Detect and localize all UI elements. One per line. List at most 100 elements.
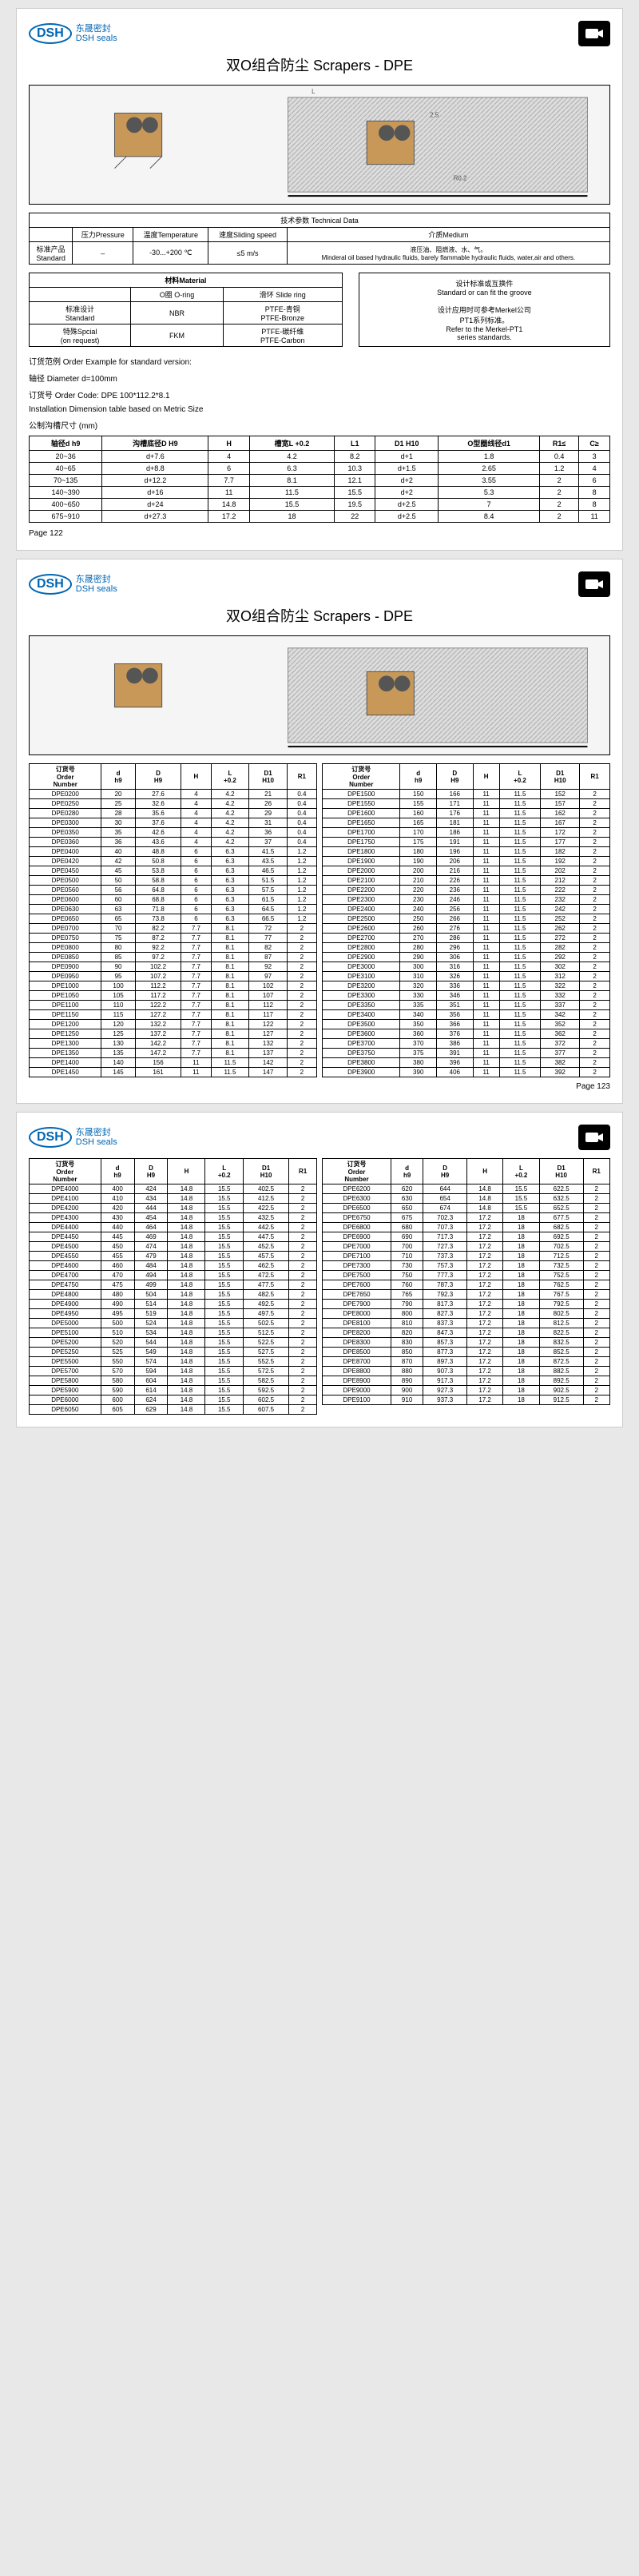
column-header: d h9 — [391, 1159, 423, 1184]
table-row: DPE580058060414.815.5582.52 — [30, 1376, 317, 1386]
table-row: DPE1000100112.27.78.11022 — [30, 981, 317, 991]
material-table: 材料Material O圈 O-ring 滑环 Slide ring 标准设计 … — [29, 273, 343, 347]
table-row: DPE23002302461111.52322 — [323, 895, 610, 905]
column-header: H — [208, 436, 249, 451]
table-row: DPE35003503661111.53522 — [323, 1020, 610, 1029]
table-row: DPE450045047414.815.5452.52 — [30, 1242, 317, 1252]
table-row: DPE08008092.27.78.1822 — [30, 943, 317, 953]
table-row: DPE8700870897.317.218872.52 — [323, 1357, 610, 1367]
logo: DSH 东晟密封 DSH seals — [29, 574, 117, 595]
table-row: DPE08508597.27.78.1872 — [30, 953, 317, 962]
table-row: DPE460046048414.815.5462.52 — [30, 1261, 317, 1271]
table-row: DPE30003003161111.53022 — [323, 962, 610, 972]
column-header: O型圈线径d1 — [439, 436, 540, 451]
material-row: 材料Material O圈 O-ring 滑环 Slide ring 标准设计 … — [29, 273, 610, 347]
table-row: DPE7300730757.317.218732.52 — [323, 1261, 610, 1271]
table-row: DPE475047549914.815.5477.52 — [30, 1280, 317, 1290]
table-row: DPE570057059414.815.5572.52 — [30, 1367, 317, 1376]
column-header: D H9 — [135, 764, 181, 790]
table-row: DPE495049551914.815.5497.52 — [30, 1309, 317, 1319]
logo-mark: DSH — [29, 23, 72, 44]
table-row: DPE650065067414.815.5652.52 — [323, 1204, 610, 1213]
order-line-3: 订货号 Order Code: DPE 100*112.2*8.1 — [29, 388, 610, 400]
column-header: R1 — [580, 764, 610, 790]
table-row: DPE05605664.866.357.51.2 — [30, 886, 317, 895]
table-row: DPE7650765792.317.218767.52 — [323, 1290, 610, 1300]
order-line-1: 订货范例 Order Example for standard version: — [29, 355, 610, 367]
camera-icon[interactable] — [578, 571, 610, 597]
page-3: DSH 东晟密封 DSH seals 订货号 Order Numberd h9D… — [16, 1112, 623, 1427]
table-row: DPE16001601761111.51622 — [323, 809, 610, 818]
page-number: Page 122 — [29, 529, 610, 538]
table-row: DPE19001902061111.51922 — [323, 857, 610, 866]
table-row: DPE620062064414.815.5622.52 — [323, 1184, 610, 1194]
column-header: d h9 — [101, 764, 135, 790]
table-row: DPE8100810837.317.218812.52 — [323, 1319, 610, 1328]
technical-data-table: 技术参数 Technical Data 压力Pressure 温度Tempera… — [29, 213, 610, 265]
column-header: L +0.2 — [205, 1159, 244, 1184]
table-row: DPE7900790817.317.218792.52 — [323, 1300, 610, 1309]
table-row: 675~910d+27.317.21822d+2.58.4211 — [30, 511, 610, 523]
table-row: DPE7000700727.317.218702.52 — [323, 1242, 610, 1252]
logo: DSH 东晟密封 DSH seals — [29, 1127, 117, 1148]
column-header: D1 H10 — [243, 1159, 288, 1184]
page-header: DSH 东晟密封 DSH seals — [29, 1125, 610, 1150]
page-2: DSH 东晟密封 DSH seals 双O组合防尘 Scrapers - DPE — [16, 559, 623, 1104]
column-header: D1 H10 — [249, 764, 287, 790]
column-header: 订货号 Order Number — [30, 1159, 101, 1184]
table-row: DPE27002702861111.52722 — [323, 934, 610, 943]
table-row: DPE525052554914.815.5527.52 — [30, 1348, 317, 1357]
table-row: DPE500050052414.815.5502.52 — [30, 1319, 317, 1328]
table-row: DPE32003203361111.53222 — [323, 981, 610, 991]
column-header: 槽宽L +0.2 — [249, 436, 334, 451]
table-row: DPE1100110122.27.78.11122 — [30, 1001, 317, 1010]
table-row: DPE02502532.644.2260.4 — [30, 799, 317, 809]
table-row: DPE03603643.644.2370.4 — [30, 838, 317, 847]
order-line-2: 轴径 Diameter d=100mm — [29, 372, 610, 384]
table-row: DPE8300830857.317.218832.52 — [323, 1338, 610, 1348]
table-row: DPE38003803961111.53822 — [323, 1058, 610, 1068]
table-row: DPE22002202361111.52222 — [323, 886, 610, 895]
table-row: 40~65d+8.866.310.3d+1.52.651.24 — [30, 463, 610, 475]
table-row: 20~36d+7.644.28.2d+11.80.43 — [30, 451, 610, 463]
table-row: DPE17501751911111.51772 — [323, 838, 610, 847]
camera-icon[interactable] — [578, 1125, 610, 1150]
camera-icon[interactable] — [578, 21, 610, 46]
column-header: H — [473, 764, 499, 790]
column-header: R1 — [289, 1159, 317, 1184]
table-row: DPE7600760787.317.218762.52 — [323, 1280, 610, 1290]
logo: DSH 东晟密封 DSH seals — [29, 23, 117, 44]
column-header: L1 — [335, 436, 375, 451]
column-header: D1 H10 — [539, 1159, 583, 1184]
table-row: DPE21002102261111.52122 — [323, 876, 610, 886]
column-header: H — [467, 1159, 503, 1184]
table-row: DPE1050105117.27.78.11072 — [30, 991, 317, 1001]
parts-table-2-left: 订货号 Order Numberd h9D H9HL +0.2D1 H10R1D… — [29, 1158, 317, 1415]
table-row: DPE05005058.866.351.51.2 — [30, 876, 317, 886]
column-header: D1 H10 — [375, 436, 439, 451]
column-header: 订货号 Order Number — [323, 764, 400, 790]
column-header: d h9 — [400, 764, 437, 790]
table-row: DPE510051053414.815.5512.52 — [30, 1328, 317, 1338]
table-row: DPE090090102.27.78.1922 — [30, 962, 317, 972]
page-header: DSH 东晟密封 DSH seals — [29, 21, 610, 46]
table-row: DPE550055057414.815.5552.52 — [30, 1357, 317, 1367]
table-row: DPE1300130142.27.78.11322 — [30, 1039, 317, 1049]
table-row: DPE470047049414.815.5472.52 — [30, 1271, 317, 1280]
page-header: DSH 东晟密封 DSH seals — [29, 571, 610, 597]
svg-text:2.5: 2.5 — [430, 111, 439, 118]
table-row: DPE06006068.866.361.51.2 — [30, 895, 317, 905]
parts-table-1-right: 订货号 Order Numberd h9D H9HL +0.2D1 H10R1D… — [322, 763, 610, 1077]
table-row: DPE1350135147.27.78.11372 — [30, 1049, 317, 1058]
table-row: DPE33503353511111.53372 — [323, 1001, 610, 1010]
table-row: DPE20002002161111.52022 — [323, 866, 610, 876]
dim-sub: 公制沟槽尺寸 (mm) — [29, 419, 610, 431]
table-row: DPE8800880907.317.218882.52 — [323, 1367, 610, 1376]
table-row: DPE36003603761111.53622 — [323, 1029, 610, 1039]
table-row: DPE26002602761111.52622 — [323, 924, 610, 934]
table-row: DPE630063065414.815.5632.52 — [323, 1194, 610, 1204]
table-row: DPE39003904061111.53922 — [323, 1068, 610, 1077]
table-row: DPE095095107.27.78.1972 — [30, 972, 317, 981]
table-row: DPE9000900927.317.218902.52 — [323, 1386, 610, 1395]
table-row: DPE8500850877.317.218852.52 — [323, 1348, 610, 1357]
